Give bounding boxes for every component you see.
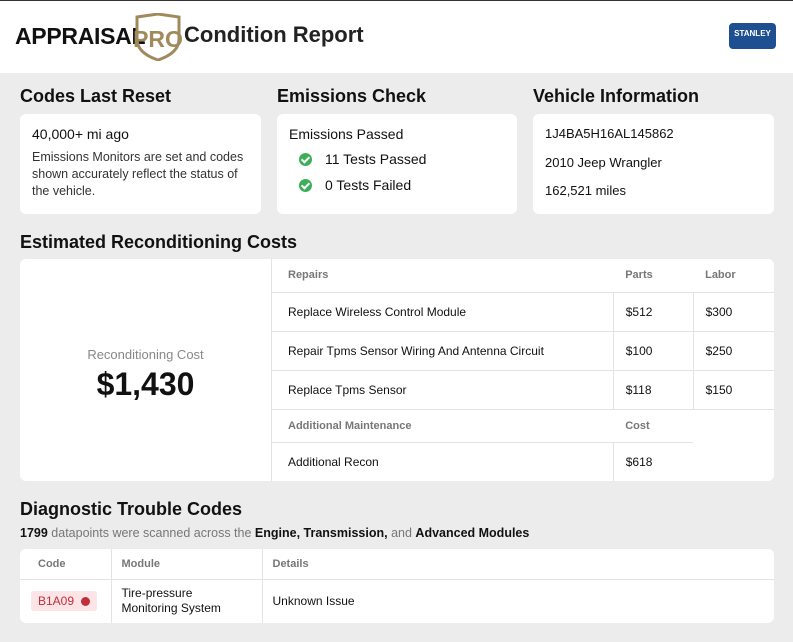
section-title: Diagnostic Trouble Codes bbox=[20, 499, 243, 519]
systems: Engine, Transmission, bbox=[254, 526, 388, 540]
cell: Replace Wireless Control Module bbox=[272, 292, 614, 332]
cell: Replace Tpms Sensor bbox=[272, 370, 614, 410]
cell: $150 bbox=[692, 370, 774, 410]
cell: Unknown Issue bbox=[261, 579, 774, 623]
passed: 11 Tests Passed bbox=[325, 151, 427, 167]
column-header: Parts bbox=[613, 259, 694, 293]
code-badge: B1A09 bbox=[31, 591, 98, 612]
table-row: Replace Tpms Sensor $118 $150 bbox=[272, 370, 774, 410]
emissions-card: Emissions Passed 11 Tests Passed 0 Tests… bbox=[277, 114, 517, 214]
header-row: Repairs Parts Labor bbox=[272, 259, 774, 293]
cell-text: Tire-pressure Monitoring System bbox=[121, 586, 221, 616]
summary-text: datapoints were scanned across the bbox=[51, 526, 252, 540]
total-cost: $1,430 bbox=[96, 366, 195, 402]
cost-label: Reconditioning Cost bbox=[87, 347, 204, 362]
summary-text: and bbox=[391, 526, 412, 540]
cell: Additional Recon bbox=[272, 442, 614, 481]
cell: $618 bbox=[612, 442, 774, 481]
table-row: Additional Recon $618 bbox=[272, 442, 774, 481]
brand-logo: PRO bbox=[133, 13, 183, 61]
table-row: B1A09 Tire-pressure Monitoring System Unkn… bbox=[20, 579, 774, 623]
column-header: Module bbox=[110, 549, 262, 580]
cell: Repair Tpms Sensor Wiring And Antenna Ci… bbox=[272, 331, 614, 371]
systems: Advanced Modules bbox=[415, 526, 530, 540]
cell: $512 bbox=[612, 292, 694, 332]
column-header: Additional Maintenance bbox=[272, 409, 614, 443]
recon-table: Repairs Parts Labor Replace Wireless Contro… bbox=[272, 259, 774, 481]
brand-pro: PRO bbox=[133, 26, 183, 52]
header-row: Code Module Details bbox=[20, 549, 774, 580]
check-icon bbox=[299, 179, 312, 192]
header: APPRAISAL PRO Condition Report STANLEY bbox=[0, 0, 793, 73]
alert-icon bbox=[81, 597, 91, 607]
brand: APPRAISAL bbox=[15, 23, 146, 49]
recon-card: Reconditioning Cost $1,430 Repairs Parts L… bbox=[20, 259, 774, 481]
cell: Tire-pressure Monitoring System bbox=[110, 579, 262, 623]
cell: $250 bbox=[692, 331, 774, 371]
check-icon bbox=[299, 153, 312, 166]
codes-card: 40,000+ mi ago Emissions Monitors are se… bbox=[20, 114, 261, 214]
cell: B1A09 bbox=[20, 579, 111, 623]
mileage: 40,000+ mi ago bbox=[32, 126, 129, 142]
column-header: Code bbox=[20, 549, 111, 580]
column-header: Details bbox=[261, 549, 774, 580]
model: 2010 Jeep Wrangler bbox=[545, 154, 662, 170]
vehicle-card: 1J4BA5H16AL145862 2010 Jeep Wrangler 162… bbox=[533, 114, 774, 214]
mileage: 162,521 miles bbox=[545, 183, 626, 198]
status: Emissions Passed bbox=[289, 126, 404, 142]
column-header: Cost bbox=[613, 409, 694, 443]
dtc-card: Code Module Details B1A09 Tire-pressure Moni… bbox=[20, 549, 774, 623]
cell: $118 bbox=[612, 370, 694, 410]
section-title: Codes Last Reset bbox=[20, 86, 172, 106]
table-row: Repair Tpms Sensor Wiring And Antenna Ci… bbox=[272, 331, 774, 371]
section-title: Vehicle Information bbox=[533, 86, 700, 106]
column-header: Repairs bbox=[272, 259, 614, 293]
cell: $100 bbox=[612, 331, 694, 371]
failed: 0 Tests Failed bbox=[325, 177, 412, 193]
header-row: Additional Maintenance Cost bbox=[272, 409, 774, 443]
dtc-summary: 1799 datapoints were scanned across the … bbox=[20, 526, 529, 540]
cell: $300 bbox=[692, 292, 774, 332]
vin: 1J4BA5H16AL145862 bbox=[545, 126, 674, 141]
section-title: Estimated Reconditioning Costs bbox=[20, 232, 298, 252]
section-title: Emissions Check bbox=[277, 86, 427, 106]
dealer-logo: STANLEY bbox=[729, 23, 776, 49]
count: 1799 bbox=[20, 526, 48, 540]
note: Emissions Monitors are set and codes sho… bbox=[32, 150, 244, 198]
report-title: Condition Report bbox=[184, 22, 364, 47]
table-row: Replace Wireless Control Module $512 $300 bbox=[272, 292, 774, 332]
dtc-table: Code Module Details B1A09 Tire-pressure Moni… bbox=[20, 549, 774, 623]
cell-text: Unknown Issue bbox=[272, 594, 355, 609]
column-header: Labor bbox=[693, 259, 774, 293]
